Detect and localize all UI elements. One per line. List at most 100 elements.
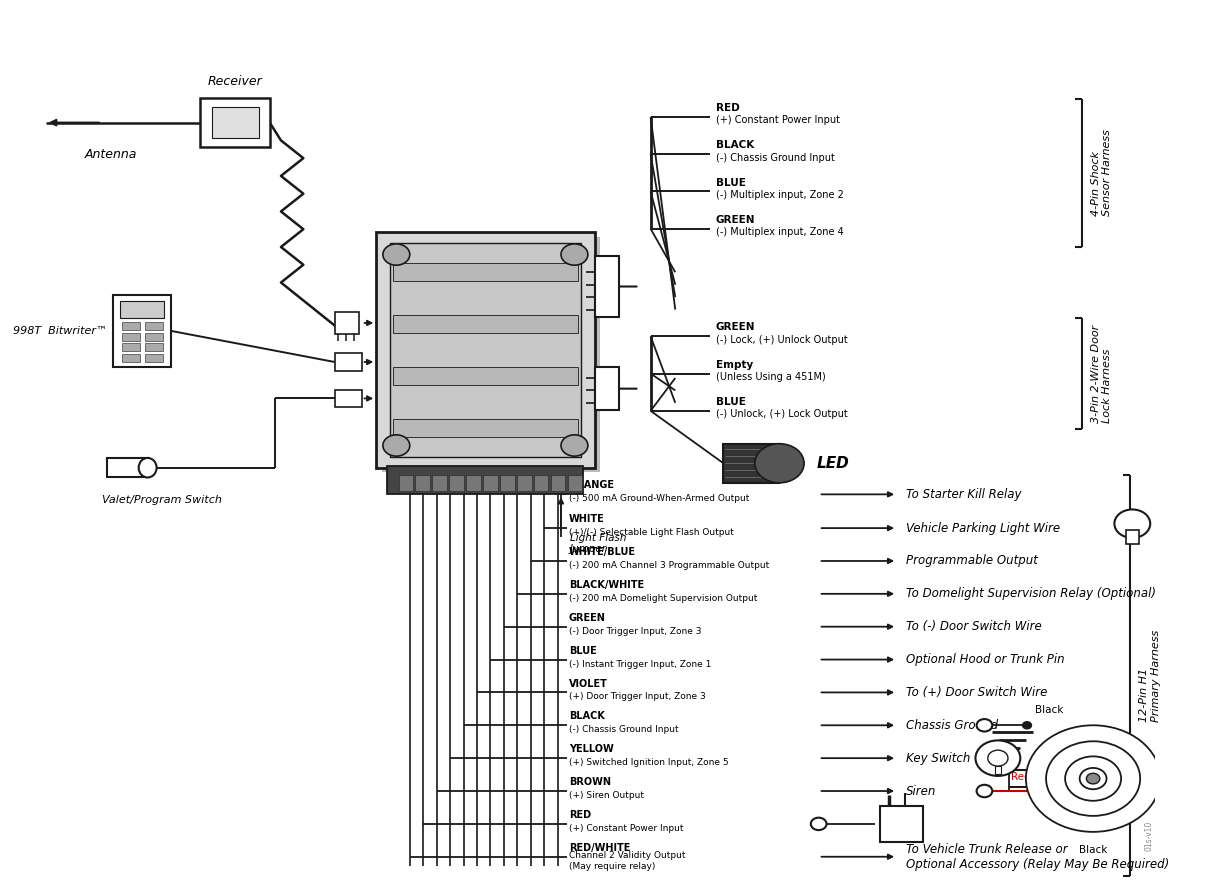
Bar (398, 475, 413, 491)
Text: 01s-v10: 01s-v10 (1144, 822, 1154, 852)
Circle shape (1026, 725, 1160, 832)
Bar (122, 332, 139, 340)
Circle shape (1066, 756, 1121, 801)
Circle shape (561, 435, 587, 456)
Circle shape (754, 444, 804, 483)
Text: Receiver: Receiver (207, 75, 263, 87)
Bar (377, 233, 595, 468)
Text: Key Switch: Key Switch (906, 752, 970, 764)
Text: 998T  Bitwriter™: 998T Bitwriter™ (13, 326, 108, 336)
Text: Vehicle Parking Light Wire: Vehicle Parking Light Wire (906, 521, 1060, 535)
Text: VIOLET: VIOLET (569, 679, 608, 689)
Text: ORANGE: ORANGE (569, 480, 615, 490)
Bar (388, 466, 584, 495)
Text: RED: RED (716, 103, 740, 113)
Bar (381, 237, 601, 472)
Text: (-) 200 mA Channel 3 Programmable Output: (-) 200 mA Channel 3 Programmable Output (569, 561, 769, 570)
Bar (483, 475, 498, 491)
Bar (415, 475, 430, 491)
Text: WHITE: WHITE (569, 514, 604, 524)
Text: (-) 500 mA Ground-When-Armed Output: (-) 500 mA Ground-When-Armed Output (569, 495, 750, 503)
Text: Valet/Program Switch: Valet/Program Switch (102, 495, 222, 505)
Bar (394, 264, 578, 282)
Text: Channel 2 Validity Output
(May require relay): Channel 2 Validity Output (May require r… (569, 852, 685, 871)
Text: +: + (882, 819, 890, 829)
Bar (723, 444, 780, 483)
Text: GREEN: GREEN (716, 323, 756, 332)
Text: RED/WHITE: RED/WHITE (569, 843, 630, 853)
Text: (-) Multiplex input, Zone 4: (-) Multiplex input, Zone 4 (716, 227, 843, 237)
Circle shape (383, 244, 409, 266)
Text: (-) 200 mA Domelight Supervision Output: (-) 200 mA Domelight Supervision Output (569, 593, 757, 603)
Text: Light Flash
Jumper: Light Flash Jumper (570, 533, 626, 554)
Text: 12-Pin H1
Primary Harness: 12-Pin H1 Primary Harness (1140, 629, 1160, 722)
Text: LED: LED (816, 456, 849, 470)
Bar (595, 367, 619, 410)
Circle shape (988, 750, 1008, 766)
Circle shape (976, 719, 992, 732)
Circle shape (1114, 510, 1150, 538)
Circle shape (1080, 768, 1107, 789)
Bar (145, 322, 163, 330)
Bar (122, 354, 139, 362)
Bar (466, 475, 481, 491)
Text: BLACK: BLACK (569, 711, 604, 722)
Text: Chassis Ground: Chassis Ground (906, 719, 998, 732)
Text: 3-Pin 2-Wire Door
Lock Harness: 3-Pin 2-Wire Door Lock Harness (1091, 324, 1113, 422)
Text: To Domelight Supervision Relay (Optional): To Domelight Supervision Relay (Optional… (906, 587, 1157, 601)
Bar (517, 475, 532, 491)
Text: GREEN: GREEN (569, 613, 606, 623)
Text: YELLOW: YELLOW (569, 744, 614, 755)
Circle shape (1046, 741, 1140, 816)
Bar (1125, 530, 1140, 544)
Circle shape (561, 244, 587, 266)
Circle shape (811, 818, 826, 830)
Bar (595, 257, 619, 316)
Text: Siren: Siren (906, 784, 936, 797)
Text: To (+) Door Switch Wire: To (+) Door Switch Wire (906, 686, 1048, 699)
Ellipse shape (139, 458, 156, 478)
Bar (334, 312, 360, 333)
Text: (+) Switched Ignition Input, Zone 5: (+) Switched Ignition Input, Zone 5 (569, 758, 729, 767)
Text: BLUE: BLUE (569, 646, 597, 656)
Bar (568, 475, 582, 491)
Text: Black: Black (1079, 846, 1107, 855)
Bar (390, 243, 581, 457)
Text: 4-Pin Shock
Sensor Harness: 4-Pin Shock Sensor Harness (1091, 129, 1113, 217)
Bar (200, 98, 270, 147)
Bar (432, 475, 447, 491)
Bar (880, 806, 923, 842)
Text: BLACK/WHITE: BLACK/WHITE (569, 580, 644, 590)
Text: Programmable Output: Programmable Output (906, 554, 1038, 568)
Text: (Unless Using a 451M): (Unless Using a 451M) (716, 372, 826, 382)
Bar (145, 354, 163, 362)
Text: Black: Black (1035, 705, 1063, 715)
Text: (-) Chassis Ground Input: (-) Chassis Ground Input (716, 152, 834, 163)
Bar (145, 332, 163, 340)
Text: Antenna: Antenna (85, 148, 137, 160)
Text: (-) Door Trigger Input, Zone 3: (-) Door Trigger Input, Zone 3 (569, 626, 701, 635)
Text: (-) Lock, (+) Unlock Output: (-) Lock, (+) Unlock Output (716, 335, 848, 345)
Circle shape (1086, 773, 1100, 784)
Text: (+)/(-) Selectable Light Flash Output: (+)/(-) Selectable Light Flash Output (569, 528, 734, 537)
Text: WHITE/BLUE: WHITE/BLUE (569, 547, 636, 557)
Bar (394, 367, 578, 385)
Bar (449, 475, 464, 491)
Bar (122, 322, 139, 330)
Text: RED: RED (569, 810, 591, 820)
Bar (145, 343, 163, 351)
Text: To Vehicle Trunk Release or
Optional Accessory (Relay May Be Required): To Vehicle Trunk Release or Optional Acc… (906, 843, 1170, 871)
Text: BROWN: BROWN (569, 777, 610, 787)
Text: (-) Chassis Ground Input: (-) Chassis Ground Input (569, 725, 678, 734)
Circle shape (976, 740, 1021, 776)
Bar (994, 766, 1001, 774)
Text: To Starter Kill Relay: To Starter Kill Relay (906, 488, 1022, 501)
Circle shape (383, 435, 409, 456)
Bar (212, 107, 259, 138)
Bar (122, 343, 139, 351)
Bar (120, 301, 165, 318)
Text: (+) Constant Power Input: (+) Constant Power Input (569, 824, 683, 833)
Text: BLACK: BLACK (716, 140, 753, 151)
Bar (108, 458, 148, 478)
Text: To (-) Door Switch Wire: To (-) Door Switch Wire (906, 620, 1041, 634)
